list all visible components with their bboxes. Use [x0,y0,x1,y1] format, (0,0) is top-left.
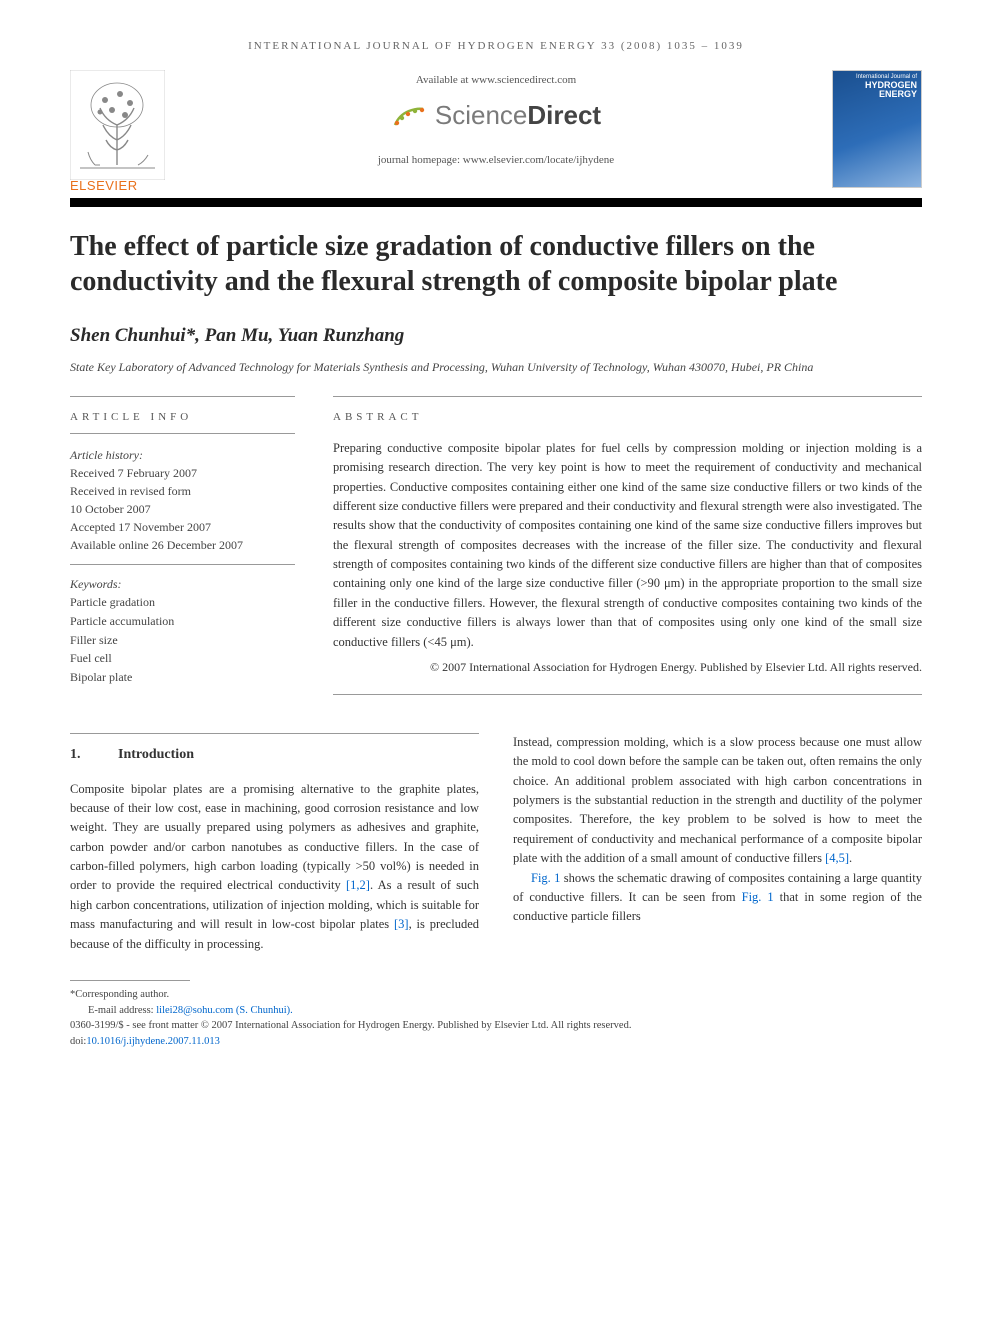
body-columns: 1.Introduction Composite bipolar plates … [70,733,922,954]
title-rule [70,198,922,207]
body-text: Composite bipolar plates are a promising… [70,782,479,893]
reference-link[interactable]: [4,5] [825,851,849,865]
section-title: Introduction [118,747,194,762]
sd-word-1: Science [435,100,528,130]
body-text: . [849,851,852,865]
keywords-block: Keywords: Particle gradation Particle ac… [70,575,295,687]
history-label: Article history: [70,446,295,464]
affiliation: State Key Laboratory of Advanced Technol… [70,359,922,376]
email-label: E-mail address: [88,1005,156,1016]
article-history: Article history: Received 7 February 200… [70,446,295,565]
email-line: E-mail address: lilei28@sohu.com (S. Chu… [70,1003,922,1019]
history-revised: Received in revised form [70,482,295,500]
front-matter-line: 0360-3199/$ - see front matter © 2007 In… [70,1018,922,1034]
keywords-label: Keywords: [70,575,295,594]
body-text: Instead, compression molding, which is a… [513,735,922,865]
section-number: 1. [70,744,118,766]
keyword-item: Bipolar plate [70,668,295,687]
article-info-heading: ARTICLE INFO [70,396,295,434]
journal-cover-thumbnail: International Journal of HYDROGEN ENERGY [832,70,922,188]
doi-line: doi:10.1016/j.ijhydene.2007.11.013 [70,1034,922,1050]
masthead: ELSEVIER Available at www.sciencedirect.… [70,70,922,190]
footnotes: *Corresponding author. E-mail address: l… [70,987,922,1050]
history-accepted: Accepted 17 November 2007 [70,518,295,536]
abstract-bottom-rule [333,694,922,695]
abstract-text: Preparing conductive composite bipolar p… [333,439,922,652]
email-link[interactable]: lilei28@sohu.com (S. Chunhui). [156,1005,293,1016]
corresponding-author-note: *Corresponding author. [70,987,922,1003]
keyword-item: Filler size [70,631,295,650]
sciencedirect-logo: ScienceDirect [70,100,922,136]
body-paragraph: Composite bipolar plates are a promising… [70,780,479,954]
body-column-right: Instead, compression molding, which is a… [513,733,922,954]
reference-link[interactable]: [3] [394,917,409,931]
keyword-item: Particle gradation [70,593,295,612]
abstract-column: ABSTRACT Preparing conductive composite … [333,396,922,695]
sciencedirect-icon [391,105,427,131]
body-paragraph: Instead, compression molding, which is a… [513,733,922,869]
authors: Shen Chunhui*, Pan Mu, Yuan Runzhang [70,325,922,347]
body-paragraph: Fig. 1 shows the schematic drawing of co… [513,869,922,927]
abstract-heading: ABSTRACT [333,396,922,433]
elsevier-wordmark: ELSEVIER [70,178,138,193]
body-column-left: 1.Introduction Composite bipolar plates … [70,733,479,954]
section-heading: 1.Introduction [70,733,479,766]
history-online: Available online 26 December 2007 [70,536,295,554]
figure-link[interactable]: Fig. 1 [742,890,774,904]
running-head: INTERNATIONAL JOURNAL OF HYDROGEN ENERGY… [70,40,922,52]
elsevier-logo [70,70,165,180]
journal-homepage-line: journal homepage: www.elsevier.com/locat… [70,154,922,166]
figure-link[interactable]: Fig. 1 [531,871,560,885]
copyright-line: © 2007 International Association for Hyd… [333,658,922,676]
article-title: The effect of particle size gradation of… [70,229,922,299]
available-at-line: Available at www.sciencedirect.com [70,70,922,86]
sd-word-2: Direct [527,100,601,130]
doi-link[interactable]: 10.1016/j.ijhydene.2007.11.013 [86,1036,219,1047]
article-info-column: ARTICLE INFO Article history: Received 7… [70,396,295,695]
cover-line-3: ENERGY [837,90,917,100]
reference-link[interactable]: [1,2] [346,878,370,892]
keyword-item: Particle accumulation [70,612,295,631]
history-received: Received 7 February 2007 [70,464,295,482]
history-revised-date: 10 October 2007 [70,500,295,518]
doi-label: doi: [70,1036,86,1047]
footnote-rule [70,980,190,981]
keyword-item: Fuel cell [70,649,295,668]
